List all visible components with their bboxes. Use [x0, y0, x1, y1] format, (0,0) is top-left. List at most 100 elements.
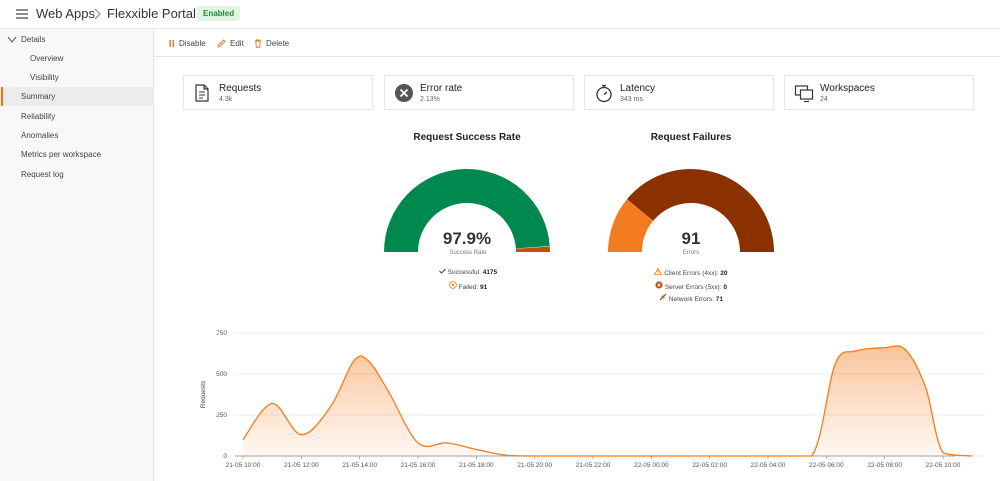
error-icon — [395, 84, 413, 102]
chevron-down-icon — [7, 36, 17, 43]
x-tick-label: 21-05 12:00 — [284, 462, 319, 469]
gauge-value: 97.9% — [443, 229, 491, 248]
toolbar: Disable Edit Delete — [154, 29, 1000, 57]
server-error-icon — [655, 281, 663, 289]
x-tick-label: 21-05 14:00 — [342, 462, 377, 469]
sidebar-item-visibility[interactable]: Visibility — [0, 68, 153, 87]
chevron-right-icon — [94, 8, 101, 20]
server-errors-legend: Server Errors (5xx): 0 — [591, 281, 791, 291]
sidebar-item-label: Details — [21, 35, 46, 44]
sidebar-item-label: Summary — [21, 92, 56, 101]
disable-button[interactable]: Disable — [169, 37, 206, 49]
gauge-client-errors-arc — [608, 199, 654, 252]
sidebar-item-label: Reliability — [21, 112, 56, 121]
edit-label: Edit — [230, 38, 244, 48]
trash-icon — [255, 39, 261, 48]
gauge-caption: Success Rate — [449, 250, 487, 256]
stat-value: 2.13% — [420, 96, 440, 103]
request-failures-gauge: 91 — [608, 169, 774, 252]
x-tick-label: 21-05 18:00 — [459, 462, 494, 469]
status-badge: Enabled — [197, 6, 241, 21]
sidebar-item-label: Request log — [21, 170, 64, 179]
stat-title: Workspaces — [820, 83, 875, 94]
sidebar-item-overview[interactable]: Overview — [0, 49, 153, 68]
successful-value: 4175 — [482, 269, 498, 276]
sidebar-item-label: Metrics per workspace — [21, 150, 102, 159]
sidebar: Details Overview Visibility Summary Reli… — [0, 29, 154, 481]
y-tick-label: 500 — [216, 371, 227, 378]
x-tick-label: 22-05 04:00 — [751, 462, 786, 469]
gauge-network-errors-arc — [627, 169, 774, 252]
network-errors-legend: Network Errors: 71 — [591, 293, 791, 303]
requests-area-fill — [243, 345, 973, 456]
x-tick-label: 21-05 20:00 — [517, 462, 552, 469]
sidebar-item-label: Anomalies — [21, 131, 59, 140]
warning-triangle-icon — [654, 267, 663, 275]
breadcrumb-web-apps[interactable]: Web Apps — [36, 6, 96, 21]
sidebar-item-reliability[interactable]: Reliability — [0, 107, 153, 126]
stat-card-workspaces: Workspaces 24 — [784, 75, 974, 110]
sidebar-item-request-log[interactable]: Request log — [0, 165, 153, 184]
sidebar-item-metrics-per-workspace[interactable]: Metrics per workspace — [0, 145, 153, 164]
client-errors-label: Client Errors (4xx): — [664, 270, 719, 277]
stat-value: 4.3k — [219, 96, 233, 103]
top-bar: Web Apps Flexxible Portal Enabled — [0, 0, 1000, 29]
server-errors-label: Server Errors (5xx): — [664, 284, 722, 291]
client-errors-legend: Client Errors (4xx): 20 — [591, 267, 791, 277]
stat-title: Error rate — [420, 83, 463, 94]
pencil-icon — [217, 38, 226, 48]
pause-icon — [169, 39, 174, 47]
disable-label: Disable — [179, 38, 206, 48]
stat-title: Requests — [219, 83, 262, 94]
stat-card-requests: Requests 4.3k — [183, 75, 373, 110]
success-rate-gauge: 97.9% — [384, 169, 550, 252]
x-tick-label: 21-05 16:00 — [401, 462, 436, 469]
check-icon — [439, 268, 446, 274]
sidebar-item-label: Visibility — [30, 73, 59, 82]
failed-circle-icon — [449, 281, 457, 289]
stat-card-error-rate: Error rate 2.13% — [384, 75, 574, 110]
gauge-value: 91 — [682, 229, 701, 248]
gauge-failed-arc — [515, 246, 550, 252]
delete-label: Delete — [266, 38, 290, 48]
stat-title: Latency — [620, 83, 656, 94]
sidebar-item-details[interactable]: Details — [0, 30, 153, 49]
sidebar-item-label: Overview — [30, 54, 64, 63]
failures-gauge-title: Request Failures — [650, 132, 732, 143]
edit-button[interactable]: Edit — [217, 37, 244, 49]
stopwatch-icon — [596, 84, 612, 103]
network-plug-icon — [659, 293, 667, 301]
server-errors-value: 0 — [723, 284, 727, 291]
gauge-caption: Errors — [682, 250, 700, 256]
network-errors-label: Network Errors: — [668, 296, 714, 303]
requests-chart-svg: 0 250 500 750 Requests 21-05 10:00 21-05 12:00… — [200, 330, 985, 469]
successful-label: Successful: — [447, 269, 481, 276]
failed-legend: Failed: 91 — [368, 281, 568, 291]
document-icon — [195, 84, 209, 102]
x-tick-label: 21-05 22:00 — [576, 462, 611, 469]
page-title: Flexxible Portal — [107, 6, 196, 21]
sidebar-item-summary[interactable]: Summary — [0, 87, 153, 106]
requests-series-line — [242, 345, 973, 457]
monitors-icon — [794, 85, 814, 103]
x-tick-label: 22-05 00:00 — [634, 462, 669, 469]
stat-value: 343 ms — [620, 96, 643, 103]
sidebar-item-anomalies[interactable]: Anomalies — [0, 126, 153, 145]
delete-button[interactable]: Delete — [254, 37, 289, 49]
network-errors-value: 71 — [715, 296, 723, 303]
stat-card-latency: Latency 343 ms — [584, 75, 774, 110]
success-gauge-title: Request Success Rate — [413, 132, 521, 143]
hamburger-menu-icon[interactable] — [16, 9, 28, 19]
x-tick-label: 22-05 10:00 — [926, 462, 961, 469]
x-tick-label: 22-05 06:00 — [809, 462, 844, 469]
x-tick-label: 22-05 02:00 — [692, 462, 727, 469]
stat-value: 24 — [820, 96, 828, 103]
x-tick-label: 21-05 10:00 — [226, 462, 261, 469]
y-tick-label: 0 — [223, 453, 227, 460]
x-tick-label: 22-05 08:00 — [867, 462, 902, 469]
client-errors-value: 20 — [720, 270, 728, 277]
y-tick-label: 750 — [216, 330, 227, 337]
failed-label: Failed: — [458, 284, 479, 291]
requests-area-chart: 0 250 500 750 Requests 21-05 10:00 21-05 12:00… — [195, 325, 990, 475]
y-tick-label: 250 — [216, 412, 227, 419]
